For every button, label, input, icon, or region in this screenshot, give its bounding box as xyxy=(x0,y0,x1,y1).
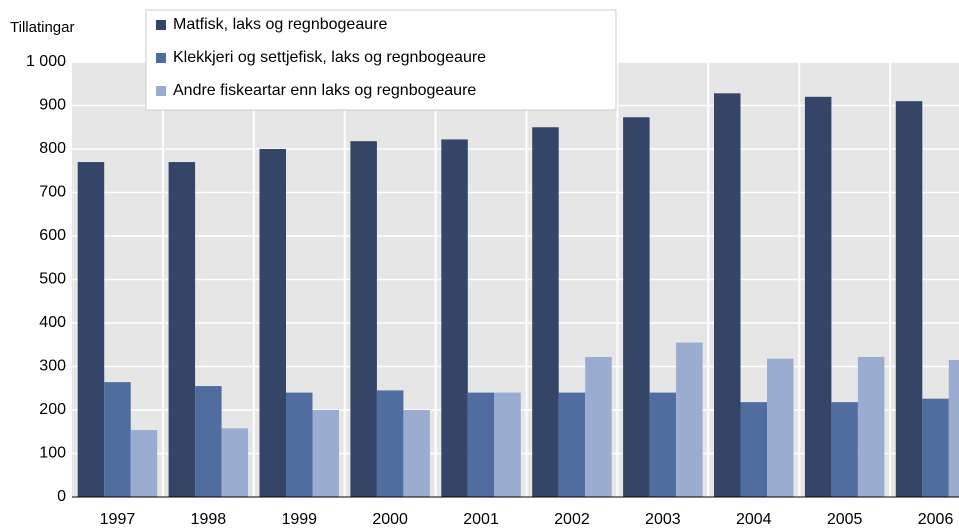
x-tick-label: 2003 xyxy=(645,511,681,528)
bar xyxy=(831,402,858,497)
x-tick-label: 2002 xyxy=(554,511,590,528)
x-tick-label: 1999 xyxy=(281,511,317,528)
legend-label: Klekkjeri og settjefisk, laks og regnbog… xyxy=(173,49,486,66)
bar xyxy=(467,392,495,497)
y-tick-label: 900 xyxy=(39,97,66,114)
x-tick-label: 1998 xyxy=(191,511,227,528)
x-tick-label: 2004 xyxy=(736,511,772,528)
bar xyxy=(104,382,131,497)
y-tick-label: 400 xyxy=(39,314,66,331)
bar xyxy=(77,162,105,498)
bar xyxy=(623,117,650,498)
y-tick-label: 800 xyxy=(39,140,66,157)
x-tick-label: 2006 xyxy=(918,511,954,528)
legend-swatch xyxy=(156,86,166,96)
bar xyxy=(441,139,468,497)
y-tick-label: 0 xyxy=(57,488,66,505)
bar xyxy=(649,392,677,497)
bar xyxy=(714,93,741,497)
legend-label: Matfisk, laks og regnbogeaure xyxy=(173,16,387,33)
bar xyxy=(376,390,404,497)
bar xyxy=(922,398,949,497)
bar xyxy=(494,392,521,497)
bar xyxy=(676,342,703,497)
y-tick-label: 700 xyxy=(39,184,66,201)
legend-swatch xyxy=(156,53,166,63)
y-axis-label: Tillatingar xyxy=(10,19,74,36)
bar xyxy=(532,127,559,497)
bar xyxy=(259,149,286,497)
bar xyxy=(221,428,249,497)
bar xyxy=(558,392,586,497)
bar xyxy=(585,356,612,497)
bar xyxy=(804,96,832,498)
y-tick-label: 500 xyxy=(39,271,66,288)
y-tick-label: 200 xyxy=(39,401,66,418)
bar xyxy=(286,392,313,497)
y-tick-label: 100 xyxy=(39,445,66,462)
bar xyxy=(350,141,377,498)
bar xyxy=(857,356,885,497)
x-tick-label: 2005 xyxy=(827,511,863,528)
bar xyxy=(195,386,222,497)
bar xyxy=(130,430,158,497)
bar xyxy=(948,359,959,497)
y-tick-label: 1 000 xyxy=(26,53,66,70)
legend-box xyxy=(145,9,617,111)
bar xyxy=(895,101,923,498)
x-tick-label: 2000 xyxy=(372,511,408,528)
x-tick-label: 2001 xyxy=(463,511,499,528)
bar xyxy=(767,358,794,497)
x-tick-label: 1997 xyxy=(100,511,136,528)
bar xyxy=(740,402,767,497)
bar xyxy=(168,162,196,498)
bar xyxy=(403,410,430,497)
bar xyxy=(312,410,339,497)
legend-swatch xyxy=(156,20,166,30)
y-tick-label: 600 xyxy=(39,227,66,244)
legend-label: Andre fiskeartar enn laks og regnbogeaur… xyxy=(173,82,476,99)
y-tick-label: 300 xyxy=(39,358,66,375)
